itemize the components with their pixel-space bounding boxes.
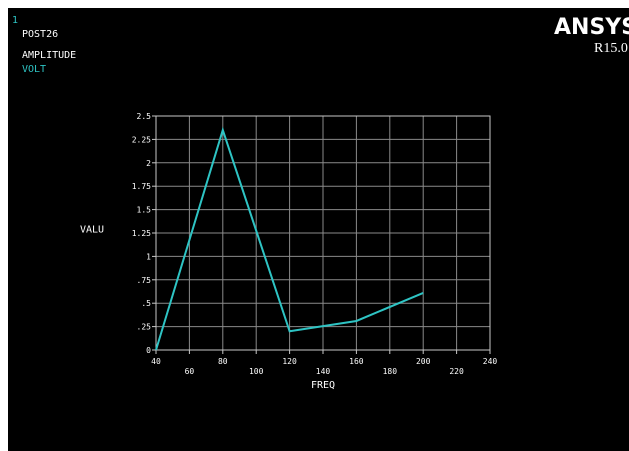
version-label: R15.0 (594, 41, 628, 56)
y-tick-label: .75 (137, 276, 152, 285)
x-tick-label: 120 (282, 357, 297, 366)
x-tick-label: 100 (249, 367, 264, 376)
x-axis-label: FREQ (311, 380, 335, 391)
x-tick-label: 40 (151, 357, 161, 366)
x-tick-label: 200 (416, 357, 431, 366)
x-tick-label: 160 (349, 357, 364, 366)
y-tick-label: 0 (146, 346, 151, 355)
y-axis-label: VALU (80, 224, 104, 235)
y-tick-label: 1 (146, 252, 151, 261)
y-tick-label: .5 (141, 299, 151, 308)
y-tick-label: 2 (146, 159, 151, 168)
x-tick-label: 240 (483, 357, 498, 366)
x-tick-label: 80 (218, 357, 228, 366)
x-tick-label: 220 (449, 367, 464, 376)
x-tick-label: 140 (316, 367, 331, 376)
y-tick-label: 1.75 (132, 182, 151, 191)
x-tick-label: 60 (185, 367, 195, 376)
legend-series-name: VOLT (22, 64, 47, 75)
chart: 40 60 80 100 120 140 160 180 200 220 240 0 .25 .5 .75 1… (80, 112, 498, 391)
y-tick-label: 1.25 (132, 229, 151, 238)
legend-heading: AMPLITUDE (22, 50, 77, 61)
y-tick-label: 2.5 (137, 112, 152, 121)
y-tick-label: .25 (137, 323, 152, 332)
series-line-volt (155, 126, 424, 351)
ansys-logo: ANSYS (554, 15, 629, 40)
window-number: 1 (12, 15, 19, 26)
graphics-window: 1 POST26 AMPLITUDE VOLT ANSYS R15.0 40 60… (8, 8, 629, 451)
x-tick-label: 180 (383, 367, 398, 376)
y-tick-label: 1.5 (137, 206, 152, 215)
y-tick-label: 2.25 (132, 135, 151, 144)
module-name: POST26 (22, 29, 59, 40)
